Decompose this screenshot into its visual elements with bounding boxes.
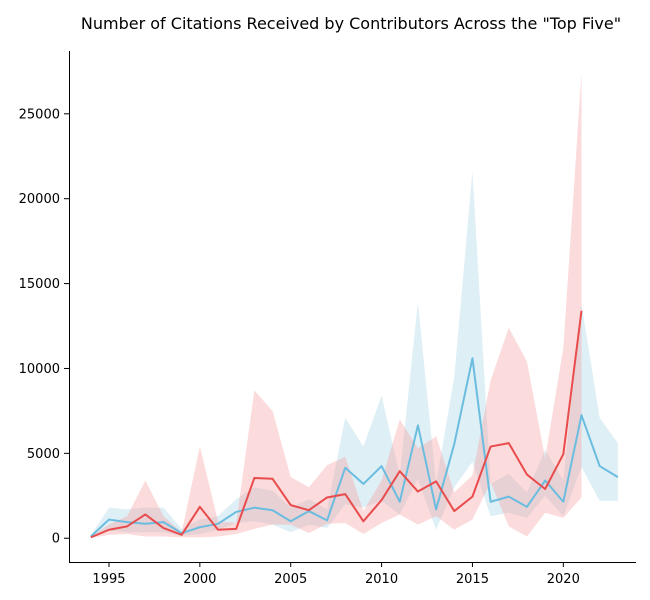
y-tick-label: 20000 [19,192,60,207]
x-tick-label: 2010 [365,572,398,587]
y-tick-label: 25000 [19,107,60,122]
x-tick-label: 2015 [456,572,489,587]
x-tick-label: 2000 [183,572,216,587]
chart-title: Number of Citations Received by Contribu… [81,14,621,33]
confidence-bands [90,73,618,538]
x-axis-ticks: 1995 2000 2005 2010 2015 2020 [92,562,580,587]
y-tick-label: 5000 [27,447,60,462]
x-tick-label: 2020 [547,572,580,587]
axes [69,51,636,563]
y-tick-label: 0 [52,532,60,547]
y-tick-label: 10000 [19,362,60,377]
x-tick-label: 2005 [274,572,307,587]
series-lines [90,310,619,539]
x-tick-label: 1995 [92,572,125,587]
series-0-confidence-band [90,171,618,538]
series-1-confidence-band [90,73,582,538]
y-axis-ticks: 0 5000 10000 15000 20000 25000 [19,107,69,547]
series-0-line [90,357,619,538]
series-1-line [90,310,583,539]
y-tick-label: 15000 [19,277,60,292]
